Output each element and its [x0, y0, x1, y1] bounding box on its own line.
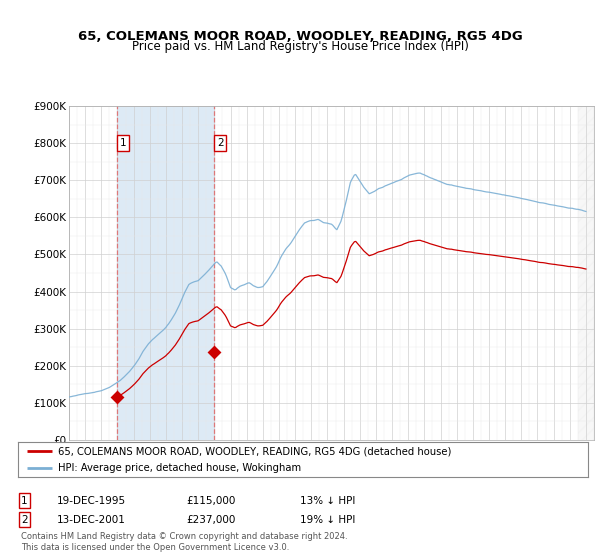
Text: 65, COLEMANS MOOR ROAD, WOODLEY, READING, RG5 4DG (detached house): 65, COLEMANS MOOR ROAD, WOODLEY, READING… [58, 446, 451, 456]
Text: 13-DEC-2001: 13-DEC-2001 [57, 515, 126, 525]
Text: £237,000: £237,000 [186, 515, 235, 525]
Text: Contains HM Land Registry data © Crown copyright and database right 2024.
This d: Contains HM Land Registry data © Crown c… [21, 531, 347, 553]
Text: 2: 2 [217, 138, 224, 148]
Point [112, 393, 122, 402]
Text: Price paid vs. HM Land Registry's House Price Index (HPI): Price paid vs. HM Land Registry's House … [131, 40, 469, 53]
Point [209, 347, 218, 356]
Text: 13% ↓ HPI: 13% ↓ HPI [300, 496, 355, 506]
Text: 19-DEC-1995: 19-DEC-1995 [57, 496, 126, 506]
Text: HPI: Average price, detached house, Wokingham: HPI: Average price, detached house, Woki… [58, 463, 301, 473]
Bar [578, 106, 594, 440]
Text: 1: 1 [21, 496, 28, 506]
Bar [117, 106, 214, 440]
Text: 19% ↓ HPI: 19% ↓ HPI [300, 515, 355, 525]
Text: 1: 1 [120, 138, 127, 148]
Text: 65, COLEMANS MOOR ROAD, WOODLEY, READING, RG5 4DG: 65, COLEMANS MOOR ROAD, WOODLEY, READING… [77, 30, 523, 43]
Text: 2: 2 [21, 515, 28, 525]
Text: £115,000: £115,000 [186, 496, 235, 506]
